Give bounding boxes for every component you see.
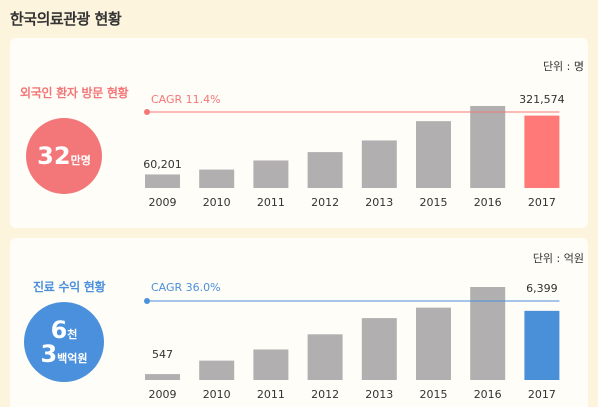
x-tick-label: 2013 [365, 196, 393, 209]
bar [199, 169, 235, 188]
bar [361, 318, 397, 380]
bar [470, 106, 506, 188]
x-tick-label: 2011 [257, 196, 285, 209]
x-tick-label: 2009 [149, 388, 177, 401]
data-label: 60,201 [143, 158, 182, 171]
bar [524, 310, 560, 380]
x-tick-label: 2013 [365, 388, 393, 401]
x-tick-label: 2010 [203, 388, 231, 401]
bar [307, 152, 343, 188]
bar [145, 374, 180, 380]
data-label: 6,399 [526, 282, 558, 295]
section-title: 진료 수익 현황 [33, 280, 106, 294]
circle-value: 6 [50, 316, 68, 344]
x-tick-label: 2015 [420, 388, 448, 401]
x-tick-label: 2012 [311, 196, 339, 209]
x-tick-label: 2015 [420, 196, 448, 209]
x-tick-label: 2010 [203, 196, 231, 209]
cagr-label: CAGR 11.4% [151, 93, 221, 106]
page-title: 한국의료관광 현황 [10, 10, 122, 28]
circle-unit: 천 [67, 328, 78, 341]
summary-circle: 32만명 [26, 118, 102, 194]
x-tick-label: 2017 [528, 196, 556, 209]
unit-label: 단위 : 억원 [532, 252, 584, 265]
summary-circle: 6천 3백억원 [24, 302, 104, 382]
bar [199, 360, 235, 380]
data-label: 321,574 [519, 93, 565, 106]
x-tick-label: 2016 [474, 196, 502, 209]
bar [361, 140, 397, 188]
bar [307, 334, 343, 380]
bar [253, 349, 289, 380]
unit-label: 단위 : 명 [542, 60, 584, 73]
cagr-label: CAGR 36.0% [151, 281, 221, 294]
x-tick-label: 2009 [149, 196, 177, 209]
data-label: 547 [152, 348, 173, 361]
x-tick-label: 2016 [474, 388, 502, 401]
cagr-dot [144, 298, 150, 304]
bar [416, 121, 451, 188]
x-tick-label: 2017 [528, 388, 556, 401]
bar [145, 174, 180, 188]
bar [253, 160, 289, 188]
cagr-dot [144, 109, 150, 115]
x-tick-label: 2012 [311, 388, 339, 401]
x-tick-label: 2011 [257, 388, 285, 401]
circle-value: 3 [40, 340, 58, 368]
circle-unit: 백억원 [57, 352, 88, 365]
bar [416, 307, 451, 380]
circle-value: 32 [37, 142, 71, 170]
bar [470, 287, 506, 380]
section-title: 외국인 환자 방문 현황 [20, 86, 129, 100]
circle-unit: 만명 [70, 154, 91, 167]
bar [524, 115, 560, 188]
